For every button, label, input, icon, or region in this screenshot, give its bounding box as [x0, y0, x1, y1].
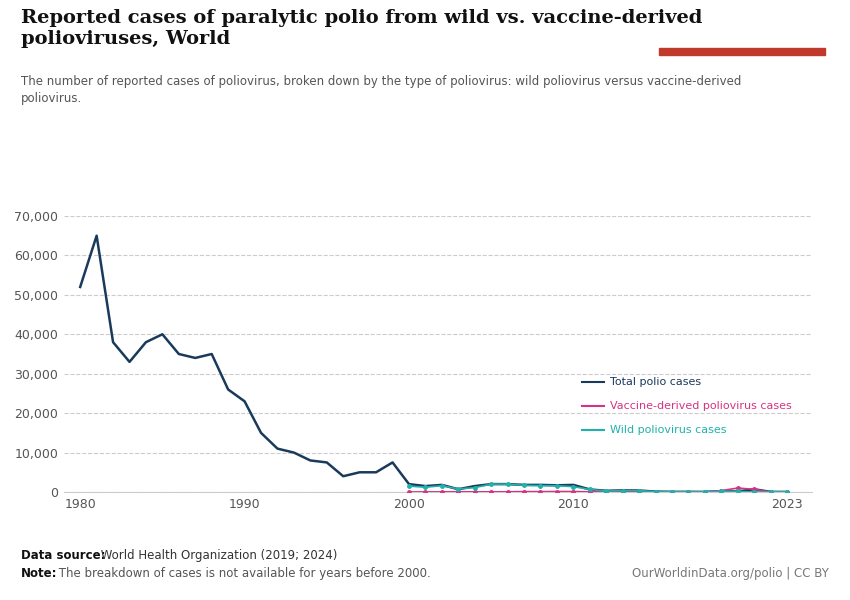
Text: OurWorldinData.org/polio | CC BY: OurWorldinData.org/polio | CC BY [632, 567, 829, 580]
Text: Reported cases of paralytic polio from wild vs. vaccine-derived
polioviruses, Wo: Reported cases of paralytic polio from w… [21, 9, 703, 49]
Text: in Data: in Data [719, 33, 764, 43]
Bar [659, 49, 824, 55]
Text: Our World: Our World [710, 18, 774, 28]
Text: Total polio cases: Total polio cases [610, 377, 701, 387]
Text: Vaccine-derived poliovirus cases: Vaccine-derived poliovirus cases [610, 401, 792, 411]
Text: World Health Organization (2019; 2024): World Health Organization (2019; 2024) [97, 549, 337, 562]
Text: The breakdown of cases is not available for years before 2000.: The breakdown of cases is not available … [55, 567, 431, 580]
Text: Data source:: Data source: [21, 549, 105, 562]
Text: Wild poliovirus cases: Wild poliovirus cases [610, 425, 727, 435]
Text: The number of reported cases of poliovirus, broken down by the type of polioviru: The number of reported cases of poliovir… [21, 75, 741, 105]
Text: Note:: Note: [21, 567, 58, 580]
